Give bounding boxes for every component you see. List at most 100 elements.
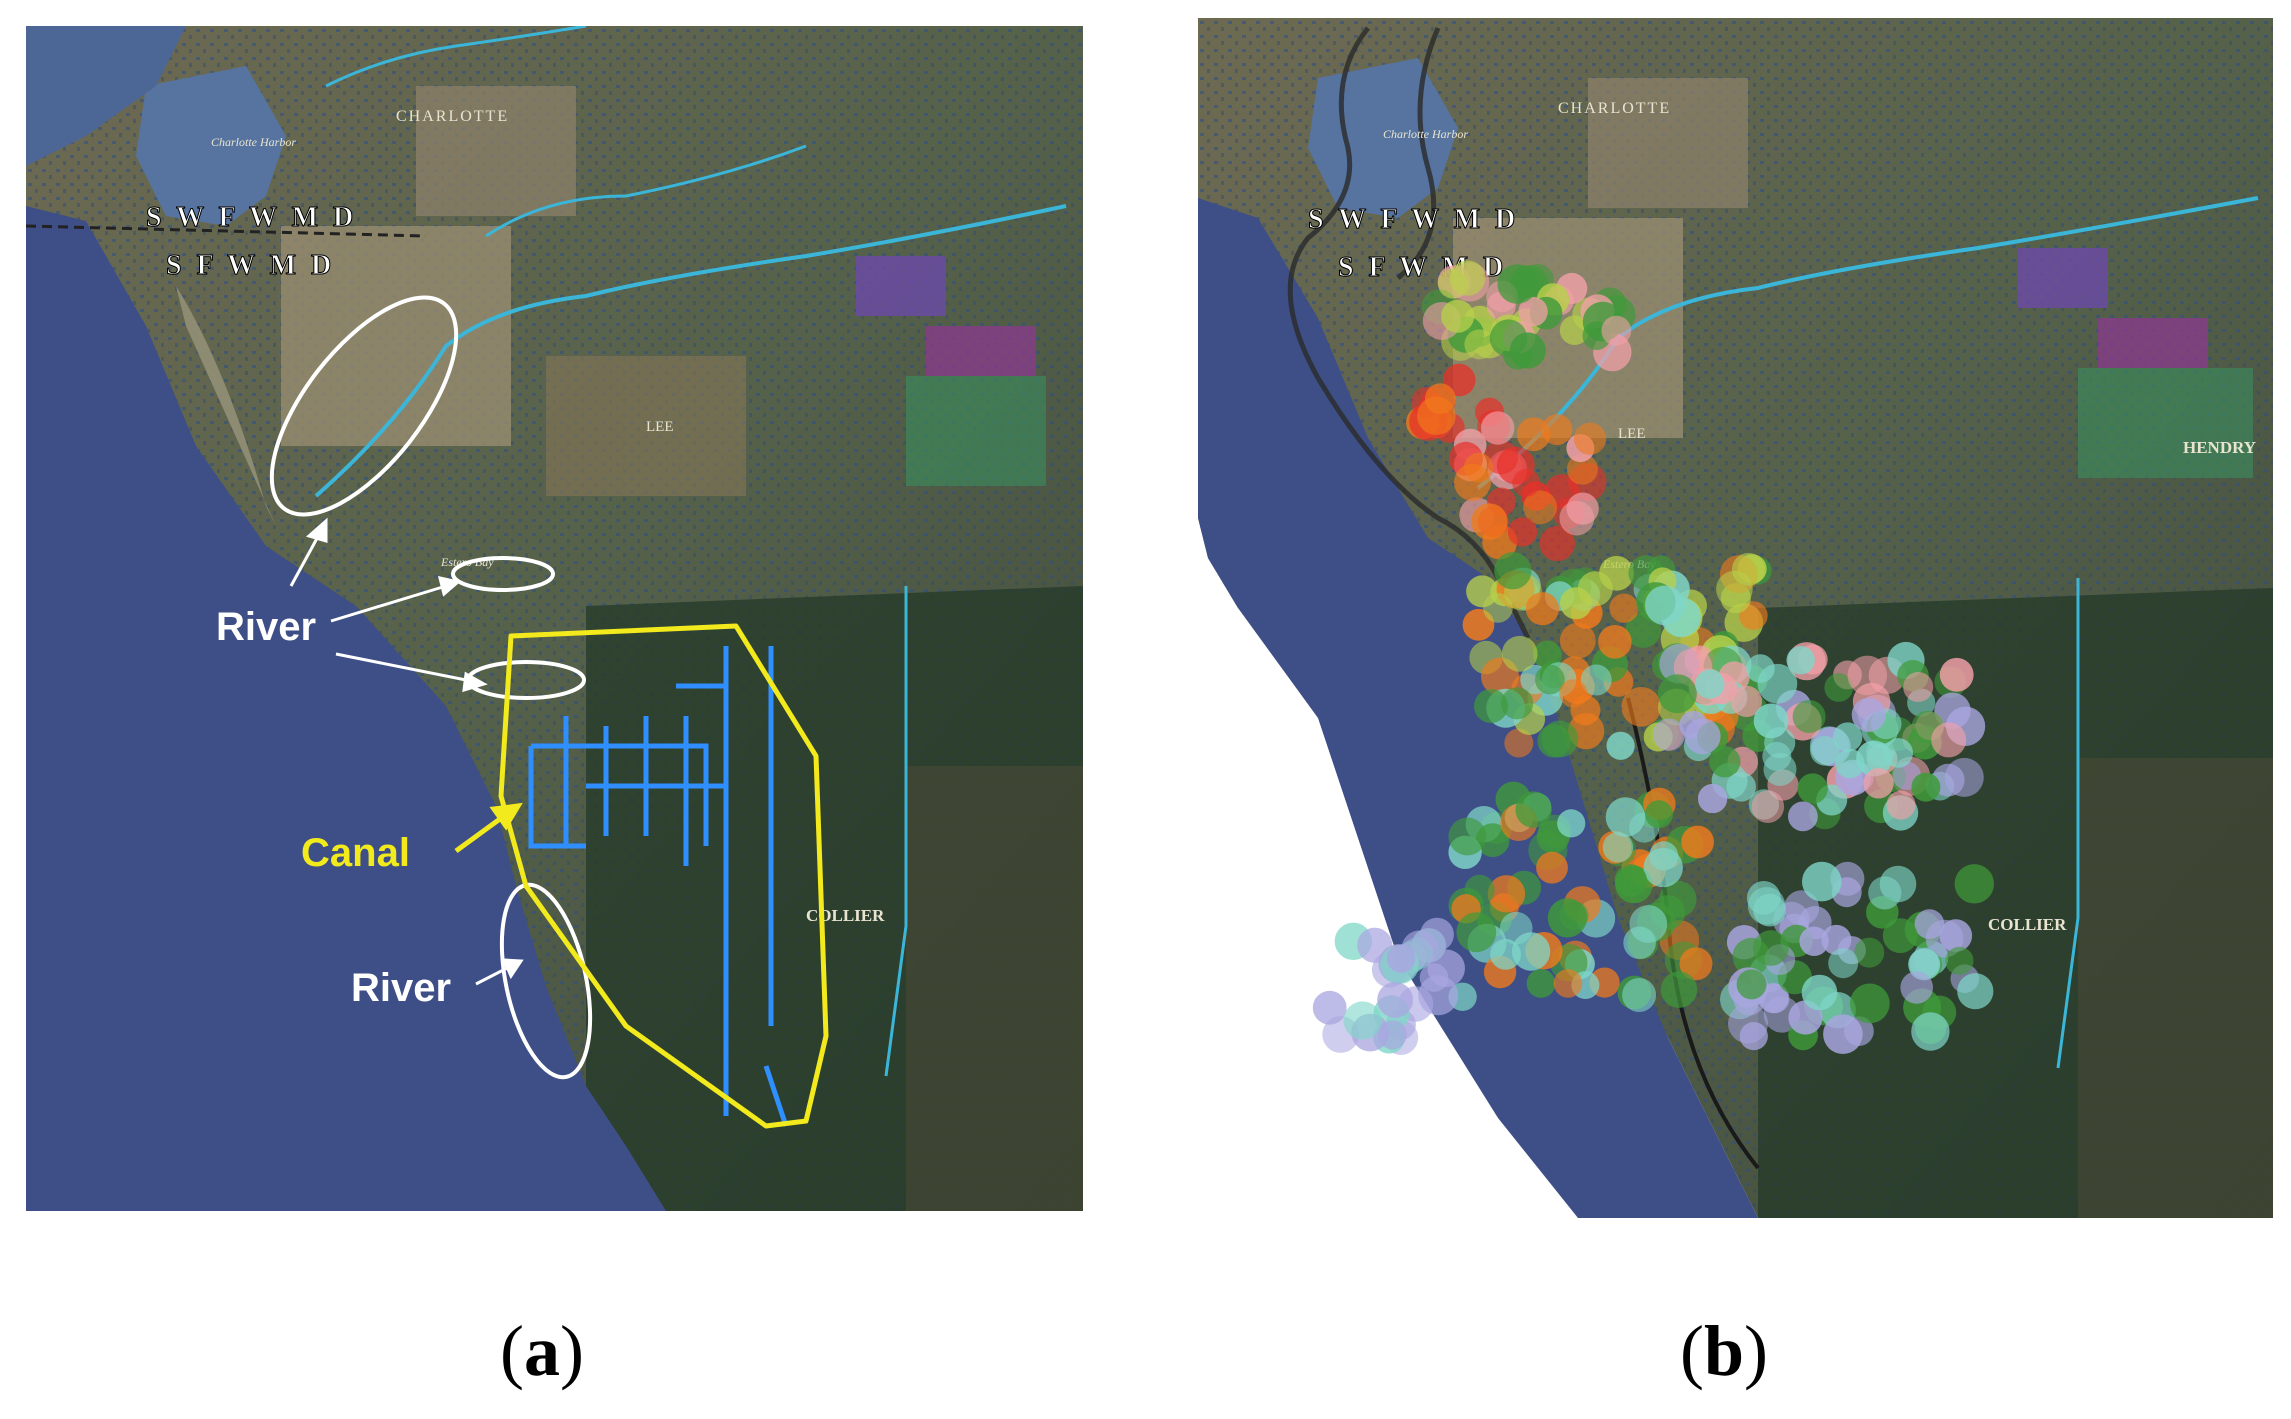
sample-point [1753, 930, 1789, 966]
charlotte-harbor-water [136, 66, 286, 226]
sample-point [1437, 268, 1468, 299]
sample-point [1523, 490, 1557, 525]
sample-point [1606, 731, 1635, 760]
sample-point [1854, 937, 1885, 968]
sample-point [1418, 975, 1459, 1016]
district-magenta [926, 326, 1036, 376]
sample-point [1559, 679, 1588, 708]
sample-point [1731, 552, 1765, 586]
sample-point [1494, 552, 1532, 590]
district-green [2078, 368, 2253, 478]
county-zone-charlotte [416, 86, 576, 216]
sample-point [1537, 724, 1571, 758]
sample-point [1417, 396, 1456, 436]
sample-point [1645, 585, 1685, 626]
sample-point [1614, 864, 1648, 897]
golden-gate-canal-network [528, 646, 789, 1127]
sample-point [1539, 525, 1575, 562]
district-label-swfwmd: S W F W M D [146, 202, 357, 233]
sample-point [1931, 722, 1967, 758]
sample-point-clusters [1312, 260, 1994, 1055]
canal-outline [498, 623, 829, 1129]
sample-point [1312, 990, 1347, 1025]
sample-point [1622, 978, 1657, 1012]
river-ellipse-caloosahatchee [269, 295, 459, 517]
sample-point [1605, 797, 1646, 837]
sample-point [1911, 772, 1941, 802]
urban-zone-cape-coral [281, 226, 511, 446]
district-green [906, 376, 1046, 486]
district-magenta [2098, 318, 2208, 368]
caption-b-letter: b [1703, 1311, 1745, 1391]
sample-point [1487, 875, 1526, 913]
sample-point [1832, 722, 1863, 752]
sample-point [1474, 689, 1508, 723]
sample-point [1851, 697, 1886, 732]
sample-point [1945, 946, 1974, 976]
river-arrows [289, 517, 524, 986]
sample-point [1623, 926, 1656, 960]
sample-point [1801, 974, 1838, 1011]
sample-point [1792, 700, 1826, 733]
sample-point [1464, 329, 1495, 360]
sample-point [1456, 912, 1497, 953]
caption-b: (b) [1680, 1311, 1769, 1391]
big-cypress-zone [906, 766, 1083, 1211]
sample-point [1497, 264, 1537, 304]
sample-point [1566, 453, 1598, 485]
sample-point [1377, 982, 1413, 1018]
pine-island [176, 286, 276, 526]
sample-point [1886, 790, 1916, 820]
caloosahatchee-river [314, 204, 1067, 498]
sample-point [1526, 969, 1556, 998]
east-canal [2056, 578, 2080, 1069]
sample-point [1758, 983, 1789, 1014]
county-label-collier: COLLIER [1988, 915, 2067, 934]
big-cypress-zone [2078, 758, 2273, 1218]
map-panel-b: CHARLOTTE Charlotte Harbor Estero Bay LE… [1198, 18, 2273, 1218]
sample-point [1911, 1012, 1950, 1051]
sample-point [1764, 727, 1796, 759]
sample-point [1728, 1003, 1768, 1044]
sample-point [1695, 669, 1725, 699]
sample-point [1684, 718, 1721, 755]
sample-point [1573, 422, 1607, 455]
harbor-boundary [1396, 27, 1441, 280]
sample-point [1602, 832, 1634, 863]
sample-point [1645, 800, 1673, 829]
district-purple [856, 256, 946, 316]
sample-point [1679, 947, 1713, 981]
urban-zone-lehigh [546, 356, 746, 496]
river-label-lower: River [351, 966, 451, 1010]
sample-point [1797, 773, 1828, 804]
sample-point [1557, 809, 1586, 838]
county-label-lee: LEE [646, 419, 674, 435]
sample-point [1788, 801, 1818, 832]
harbor-label: Charlotte Harbor [211, 135, 296, 149]
sample-point [1441, 299, 1475, 333]
sample-point [1681, 825, 1714, 859]
sample-point [1560, 587, 1592, 620]
sample-point [1471, 503, 1508, 540]
sample-point [1736, 969, 1767, 1000]
sample-point [1882, 918, 1918, 954]
county-label-charlotte: CHARLOTTE [1558, 100, 1671, 117]
sample-point [1863, 768, 1894, 799]
sample-point [1504, 728, 1534, 758]
county-zone-charlotte [1588, 78, 1748, 208]
map-b-svg: CHARLOTTE Charlotte Harbor Estero Bay LE… [1198, 18, 2273, 1218]
sample-point [1386, 944, 1416, 973]
harbor-label: Charlotte Harbor [1383, 127, 1468, 141]
sample-point [1496, 446, 1535, 485]
sample-point [1507, 517, 1538, 547]
sample-point [1501, 635, 1538, 672]
sample-point [1659, 880, 1697, 918]
sample-point [1378, 1020, 1407, 1050]
county-label-hendry: HENDRY [2183, 438, 2256, 457]
sample-point [1934, 692, 1971, 729]
sample-point [1730, 685, 1763, 718]
sample-point [1601, 315, 1632, 346]
map-a-svg: CHARLOTTE Charlotte Harbor Estero Bay LE… [26, 26, 1083, 1211]
sample-point [1786, 646, 1815, 675]
sample-point [1657, 674, 1697, 714]
